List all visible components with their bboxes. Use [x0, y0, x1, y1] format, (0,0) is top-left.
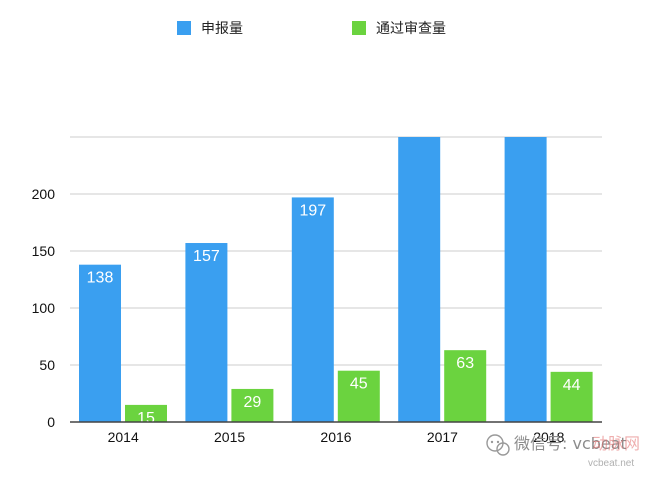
bar-data-label: 44: [563, 377, 581, 394]
axes: 0 50 100 150 200 2014 2015 2016 2017 2018: [32, 186, 602, 445]
bar-data-label: 45: [350, 376, 368, 393]
bar-declared: [185, 243, 228, 422]
x-tick-label: 2016: [320, 429, 351, 445]
legend: 申报量 通过审查量: [177, 21, 446, 37]
bar-data-label: 138: [87, 270, 114, 287]
bar-data-label: 15: [137, 410, 155, 427]
bar-declared: [291, 197, 334, 422]
watermark-text: 微信号: vcbeat: [514, 434, 627, 453]
bar-declared: [504, 137, 547, 422]
watermark-brand: 动脉网: [592, 434, 640, 453]
y-tick-label: 200: [32, 186, 56, 202]
bar-approved: [125, 404, 167, 422]
bar-data-label: 197: [299, 202, 326, 219]
wechat-icon: [486, 434, 510, 456]
legend-label: 通过审查量: [376, 21, 446, 37]
x-tick-label: 2014: [108, 429, 139, 445]
watermark: 微信号: vcbeat 动脉网 vcbeat.net: [486, 434, 640, 469]
bar-approved: [231, 388, 274, 422]
bar-data-label: 29: [244, 394, 262, 411]
bar-approved: [444, 350, 487, 422]
bar-approved: [550, 371, 593, 422]
bar-declared: [398, 137, 441, 422]
x-tick-label: 2018: [533, 429, 564, 445]
bar-approved: [337, 370, 380, 422]
x-tick-label: 2017: [427, 429, 458, 445]
x-tick-label: 2015: [214, 429, 245, 445]
y-tick-label: 100: [32, 300, 56, 316]
bars: 138 15 157 29 197 45 63 44: [79, 137, 593, 427]
bar-declared: [79, 264, 121, 422]
legend-label: 申报量: [201, 21, 243, 37]
bar-data-label: 63: [456, 355, 474, 372]
bar-data-label: 157: [193, 248, 220, 265]
y-tick-label: 0: [47, 414, 55, 430]
watermark-url: vcbeat.net: [588, 458, 634, 469]
legend-swatch: [177, 21, 191, 35]
y-tick-label: 150: [32, 243, 56, 259]
y-tick-label: 50: [39, 357, 55, 373]
legend-swatch: [352, 21, 366, 35]
